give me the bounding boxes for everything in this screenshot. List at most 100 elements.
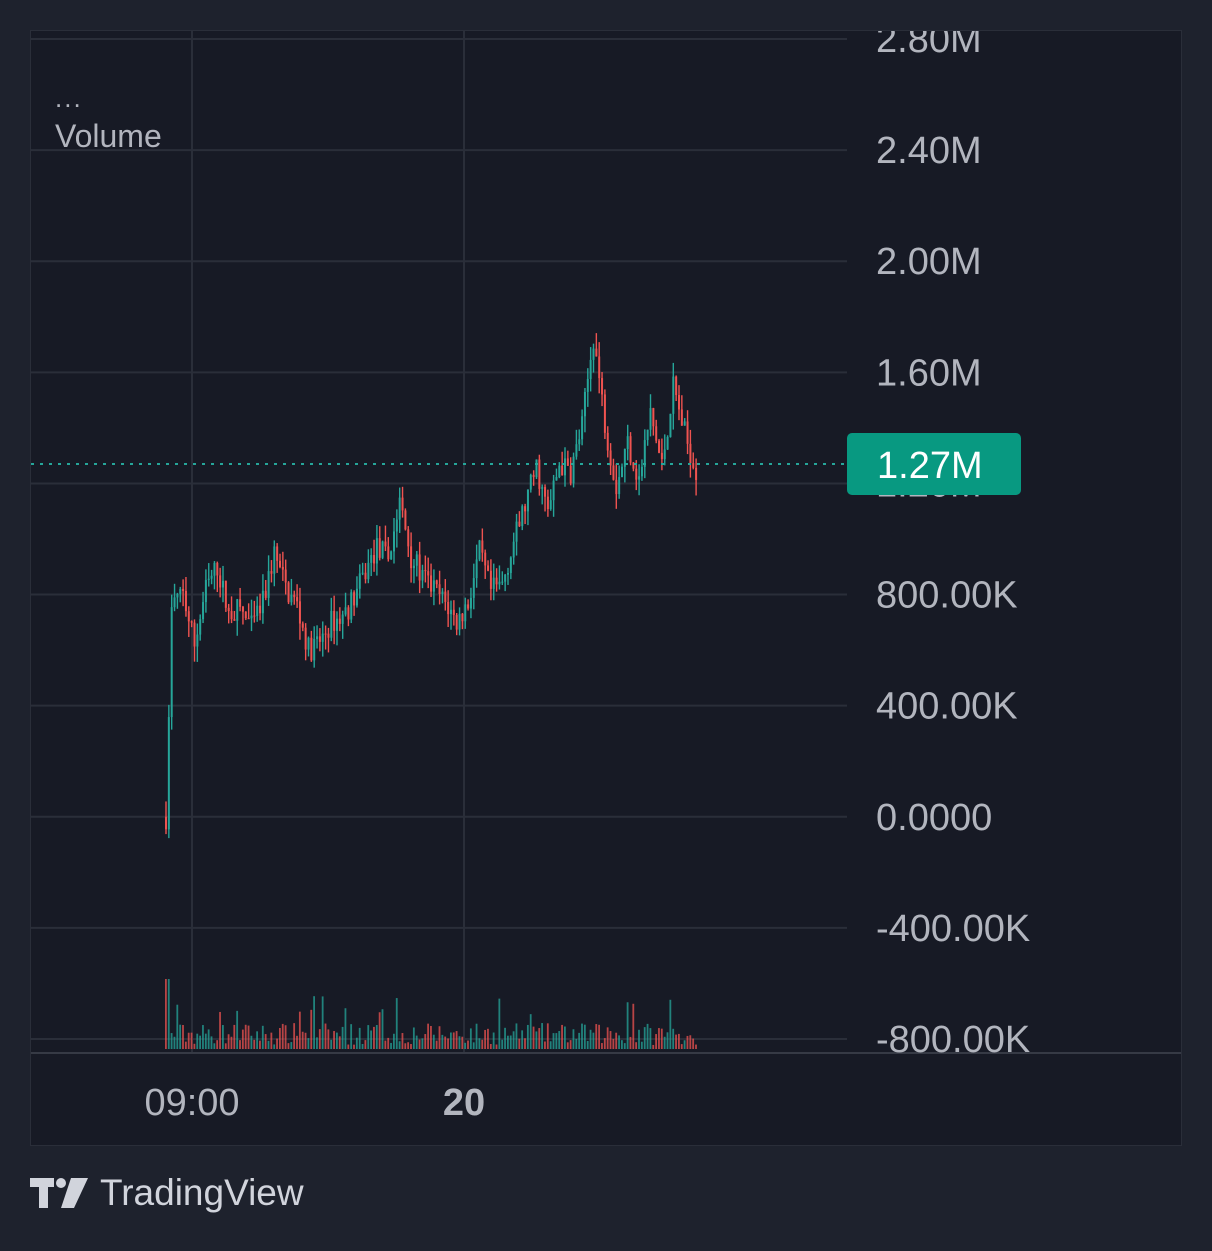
- candle-body: [469, 597, 472, 609]
- volume-bar: [695, 1044, 697, 1049]
- candle-body: [464, 604, 467, 622]
- candle-body: [222, 580, 224, 588]
- candle-body: [313, 639, 316, 661]
- volume-bar: [367, 1025, 370, 1049]
- volume-bar: [187, 1032, 190, 1049]
- volume-bar: [182, 1025, 184, 1049]
- volume-bar: [241, 1029, 244, 1049]
- volume-bar: [244, 1024, 247, 1049]
- volume-bar: [202, 1025, 204, 1049]
- volume-bar: [193, 1043, 196, 1049]
- volume-bar: [515, 1023, 518, 1049]
- volume-bar: [441, 1034, 444, 1049]
- candle-body: [353, 592, 356, 606]
- volume-bar: [675, 1034, 677, 1049]
- candle-body: [441, 591, 444, 595]
- volume-bar: [261, 1025, 264, 1049]
- volume-bar: [589, 1029, 592, 1049]
- candle-body: [318, 636, 321, 642]
- candle-body: [196, 634, 199, 647]
- tradingview-logo-icon: [30, 1178, 88, 1208]
- candle-body: [558, 465, 561, 478]
- volume-bar: [561, 1024, 563, 1049]
- candle-body: [692, 463, 695, 468]
- volume-bar: [313, 996, 315, 1049]
- tradingview-branding[interactable]: TradingView: [30, 1172, 304, 1214]
- volume-bar: [663, 1036, 666, 1049]
- candle-body: [401, 497, 404, 511]
- volume-bar: [296, 1035, 298, 1049]
- volume-bar: [184, 1041, 187, 1049]
- chart-pane[interactable]: 2.80M2.40M2.00M1.60M1.20M800.00K400.00K0…: [30, 30, 1182, 1146]
- candle-body: [646, 429, 649, 441]
- volume-bar: [327, 1029, 330, 1049]
- volume-bar: [364, 1040, 367, 1049]
- candle-body: [370, 555, 373, 563]
- volume-bar: [375, 1025, 378, 1049]
- volume-bar: [264, 1034, 267, 1049]
- candle-body: [381, 541, 384, 558]
- volume-bar: [669, 999, 672, 1049]
- candle-body: [532, 474, 535, 478]
- volume-bar: [222, 1025, 224, 1049]
- volume-bar: [643, 1027, 646, 1049]
- volume-chart-svg[interactable]: 2.80M2.40M2.00M1.60M1.20M800.00K400.00K0…: [31, 31, 1182, 1146]
- candle-body: [509, 557, 512, 573]
- volume-bar: [267, 1040, 270, 1049]
- volume-bar: [504, 1027, 506, 1049]
- candle-body: [227, 607, 230, 612]
- volume-bar: [660, 1028, 663, 1049]
- volume-bar: [407, 1042, 410, 1049]
- volume-bar: [521, 1030, 524, 1049]
- volume-bar: [387, 1037, 390, 1049]
- volume-bar: [603, 1038, 606, 1049]
- volume-bar: [541, 1023, 543, 1049]
- volume-bar: [518, 1038, 521, 1049]
- volume-bar: [487, 1028, 489, 1049]
- candle-body: [632, 462, 635, 469]
- candle-body: [407, 529, 410, 547]
- volume-bar: [458, 1036, 461, 1049]
- candle-body: [301, 623, 304, 628]
- candle-body: [450, 609, 452, 615]
- legend-more-dots[interactable]: ...: [55, 83, 83, 113]
- tradingview-wordmark: TradingView: [100, 1172, 304, 1213]
- volume-bar: [529, 1014, 532, 1049]
- volume-bar: [467, 1040, 469, 1049]
- volume-bar: [478, 1038, 481, 1049]
- candle-body: [387, 546, 390, 560]
- volume-bar: [566, 1042, 569, 1049]
- candle-body: [535, 459, 538, 478]
- volume-bar: [401, 1033, 404, 1049]
- volume-bar: [273, 1044, 276, 1049]
- candle-body: [583, 391, 586, 417]
- candle-body: [398, 497, 401, 520]
- candle-body: [552, 480, 555, 501]
- volume-bar: [489, 1043, 492, 1049]
- candle-body: [404, 510, 407, 530]
- candle-body: [612, 465, 615, 480]
- candle-body: [592, 348, 595, 360]
- candle-body: [430, 575, 433, 592]
- candle-body: [643, 440, 646, 467]
- candle-body: [569, 465, 572, 484]
- volume-bar: [526, 1024, 529, 1049]
- volume-bar: [447, 1038, 449, 1049]
- candle-body: [321, 633, 324, 642]
- volume-bar: [452, 1032, 455, 1049]
- volume-bar: [219, 1011, 221, 1049]
- candle-body: [515, 521, 518, 542]
- volume-bar: [307, 1038, 310, 1049]
- candle-body: [427, 571, 430, 576]
- candle-body: [284, 569, 287, 583]
- volume-bar: [507, 1035, 509, 1049]
- candle-body: [224, 580, 227, 608]
- volume-bar: [276, 1038, 278, 1049]
- volume-bar: [601, 1043, 603, 1049]
- candle-body: [170, 607, 173, 718]
- candle-body: [521, 506, 524, 527]
- candle-body: [344, 607, 347, 615]
- candle-body: [261, 590, 264, 614]
- candle-body: [216, 562, 219, 576]
- volume-bar: [270, 1032, 273, 1049]
